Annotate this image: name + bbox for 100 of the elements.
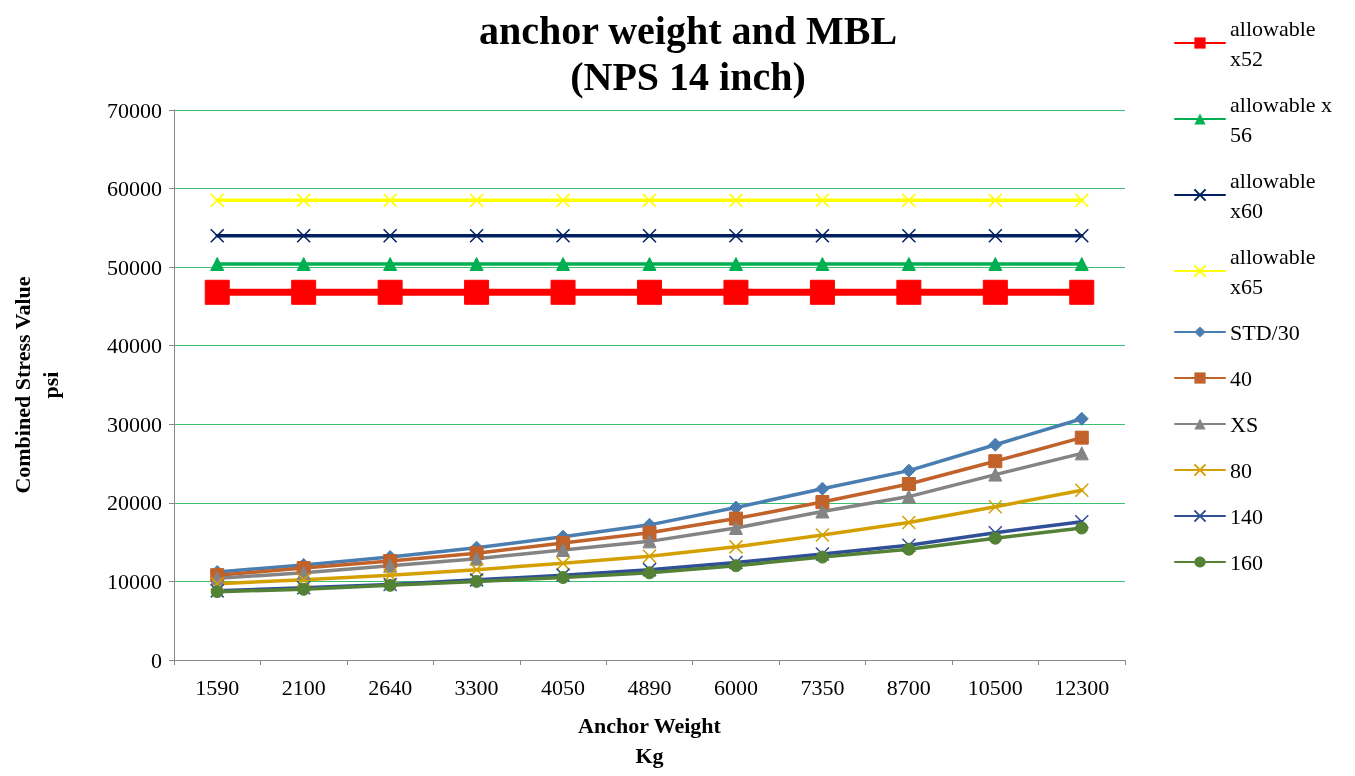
y-axis-title: Combined Stress Value psi [9,276,63,494]
point [723,279,749,305]
point [815,527,830,543]
y-tick-label: 60000 [107,176,162,202]
point [1074,193,1090,208]
point [642,549,657,564]
point [291,279,317,305]
point [556,571,570,584]
point [464,279,490,305]
legend-label: XS [1230,411,1259,437]
point [988,454,1003,469]
point [901,489,916,504]
x-tick-label: 4050 [541,674,586,700]
point [469,562,484,577]
point [988,193,1003,208]
y-tick-label: 40000 [107,333,162,359]
point [815,504,830,519]
y-tick-label: 70000 [107,97,162,123]
point [296,193,311,208]
point [988,525,1003,540]
point [209,193,225,208]
point [901,538,917,553]
point [901,257,916,271]
point [555,567,571,583]
point [642,257,657,271]
point [204,279,230,305]
point [642,534,657,549]
legend-label: allowable x52 [1230,15,1322,71]
point [729,559,743,573]
point [556,543,571,557]
point [209,228,225,243]
point [555,193,571,208]
point [728,228,744,243]
point [902,542,916,556]
x-tick-label: 8700 [886,674,931,700]
point [982,279,1008,305]
point [901,463,916,478]
point [815,193,830,208]
point [296,572,311,588]
point [988,437,1003,452]
x-tick-label: 2640 [368,674,413,700]
point [1074,446,1089,461]
point [555,556,571,571]
point [637,279,662,305]
legend-label: 140 [1230,503,1263,529]
point [815,546,830,562]
point [1074,411,1089,426]
point [988,467,1003,482]
legend-label: 80 [1230,457,1252,483]
legend-label: 160 [1230,549,1263,575]
point [901,515,917,530]
x-tick-label: 1590 [195,674,240,700]
point [210,257,225,271]
x-tick-label: 6000 [713,674,758,700]
point [815,481,830,496]
point [988,257,1003,271]
point [469,193,484,208]
x-tick-label: 10500 [967,674,1023,700]
point [728,555,744,570]
point [642,228,657,243]
point [555,228,571,243]
chart-title: anchor weight and MBL (NPS 14 inch) [478,7,898,99]
point [296,257,311,271]
point [815,257,830,271]
point [896,279,922,305]
point [988,531,1002,545]
point [901,228,917,243]
point [377,279,403,305]
point [728,521,743,535]
point [382,228,398,243]
point [550,279,576,305]
point [988,228,1003,243]
point [1069,279,1095,305]
point [382,567,398,583]
point [1074,257,1089,271]
point [382,193,398,208]
point [642,562,657,577]
point [296,228,311,243]
x-axis-title: Anchor Weight Kg [578,712,722,768]
point [728,539,744,555]
point [642,193,657,208]
y-tick-label: 10000 [107,568,162,594]
point [1074,228,1090,243]
y-tick-label: 0 [151,647,162,673]
point [209,576,225,592]
legend-label: allowable x60 [1230,167,1322,223]
point [809,279,835,305]
x-tick-label: 7350 [800,674,845,700]
point [728,257,743,271]
point [815,495,830,510]
point [901,193,917,208]
point [728,511,743,526]
legend-label: STD/30 [1230,319,1300,345]
point [988,499,1003,515]
x-tick-label: 12300 [1054,674,1110,700]
x-tick-label: 4890 [627,674,672,700]
point [469,228,484,243]
point [1074,430,1089,445]
point [1075,521,1089,535]
point [815,550,829,564]
